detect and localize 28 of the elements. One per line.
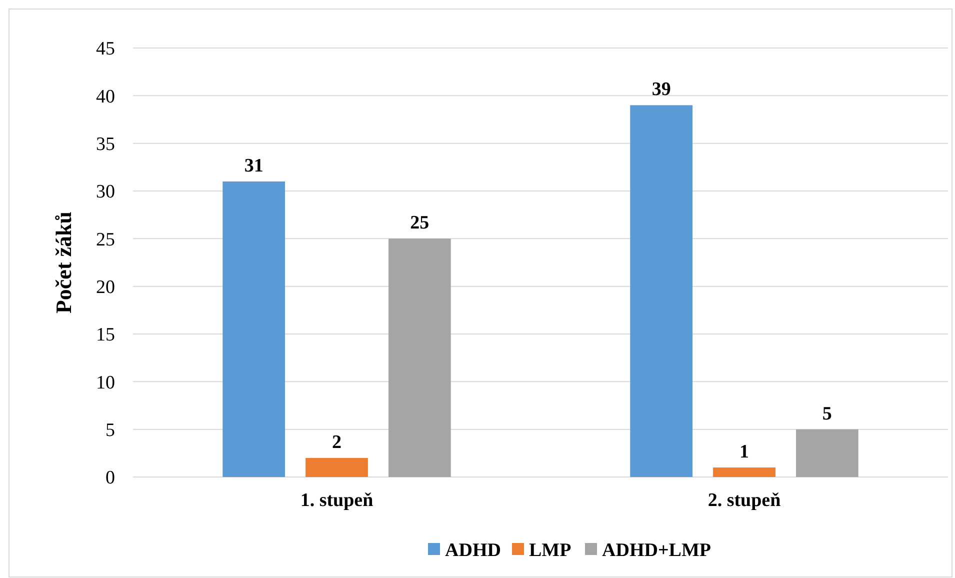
data-label: 2 [332,432,342,453]
y-tick-label: 0 [106,468,115,489]
bar [388,238,451,477]
y-axis-title: Počet žáků [51,211,76,314]
y-tick-label: 35 [96,134,115,155]
y-tick-label: 10 [96,372,115,394]
bar [306,458,368,477]
bar [222,181,286,477]
x-tick-label: 2. stupeň [708,490,782,511]
y-tick-label: 40 [96,86,115,108]
x-tick-label: 1. stupeň [300,490,374,511]
y-tick-label: 25 [96,229,115,250]
bar [713,467,776,477]
legend-label: ADHD+LMP [602,540,712,561]
data-label: 5 [822,403,832,424]
y-tick-label: 5 [106,420,115,441]
y-tick-label: 30 [96,182,115,203]
data-label: 31 [244,155,264,176]
legend-label: ADHD [445,540,501,561]
bar [796,429,858,477]
data-label: 39 [652,79,671,100]
legend-label: LMP [529,540,572,561]
data-label: 25 [410,212,430,234]
bar [630,105,693,477]
y-tick-label: 20 [96,276,115,298]
data-label: 1 [740,441,749,462]
y-tick-label: 15 [96,324,115,346]
y-tick-label: 45 [96,38,115,60]
